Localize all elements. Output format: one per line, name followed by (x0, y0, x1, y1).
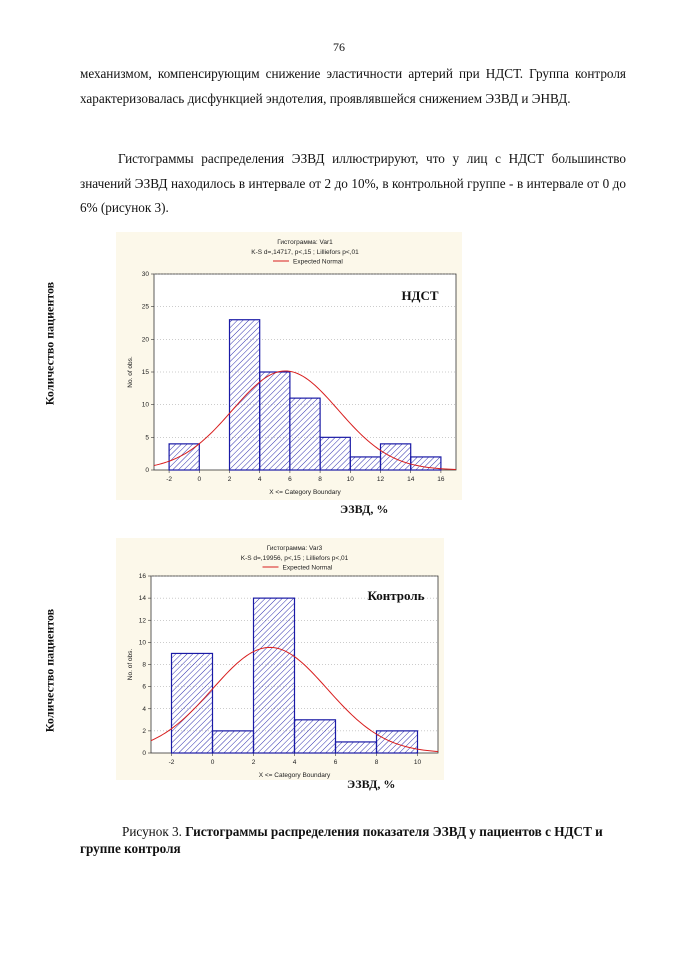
y-tick-label: 15 (142, 369, 150, 376)
x-tick-label: -2 (166, 476, 172, 483)
y-tick-label: 6 (142, 684, 146, 691)
histogram-bar (170, 652, 214, 754)
x-tick-label: 4 (258, 476, 262, 483)
histogram-bar (228, 319, 261, 471)
y-tick-label: 8 (142, 662, 146, 669)
figure-2-x-axis-label: ЭЗВД, % (347, 777, 396, 791)
y-tick-label: 16 (139, 573, 147, 580)
figure-2-y-axis-label: Количество пациентов (42, 608, 57, 733)
caption-prefix: Рисунок 3. (122, 824, 182, 839)
y-tick-label: 30 (142, 271, 150, 278)
histogram-bar (289, 397, 321, 471)
y-tick-label: 25 (142, 304, 150, 311)
group-label: Контроль (367, 588, 424, 603)
x-tick-label: 0 (211, 759, 215, 766)
histogram-bar (168, 443, 200, 471)
group-label: НДСТ (401, 288, 438, 303)
page-number: 76 (333, 40, 345, 54)
paragraph-2: Гистограммы распределения ЭЗВД иллюстрир… (80, 151, 626, 215)
figure-1-x-axis-label: ЭЗВД, % (340, 502, 389, 516)
x-tick-label: 8 (375, 759, 379, 766)
x-tick-label: 2 (252, 759, 256, 766)
chart-subtitle: K-S d=,19956, p<,15 ; Lilliefors p<,01 (241, 555, 349, 562)
y-axis-label: No. of obs. (127, 649, 134, 681)
legend-label: Expected Normal (293, 259, 343, 266)
legend-label: Expected Normal (283, 565, 333, 572)
histogram-bar (259, 371, 291, 471)
histogram-bar (319, 436, 351, 471)
histogram-2-panel: Гистограмма: Var3 K-S d=,19956, p<,15 ; L… (116, 538, 444, 780)
y-tick-label: 5 (145, 434, 149, 441)
expected-normal-curve (153, 370, 457, 470)
x-tick-label: 10 (347, 476, 355, 483)
y-tick-label: 20 (142, 336, 150, 343)
x-tick-label: 8 (318, 476, 322, 483)
histogram-bar (375, 730, 419, 754)
y-tick-label: 0 (142, 750, 146, 757)
x-tick-label: 12 (377, 476, 385, 483)
x-tick-label: 0 (197, 476, 201, 483)
chart-title: Гистограмма: Var3 (267, 545, 323, 552)
figure-1-y-axis-label: Количество пациентов (42, 281, 57, 406)
caption-title: Гистограммы распределения показателя ЭЗВ… (80, 824, 603, 856)
y-tick-label: 4 (142, 706, 146, 713)
x-axis-label: X <= Category Boundary (259, 772, 331, 779)
y-tick-label: 0 (145, 467, 149, 474)
histogram-bar (349, 456, 382, 471)
expected-normal-curve (150, 646, 439, 753)
histogram-1-panel: Гистограмма: Var1 K-S d=,14717, p<,15 ; L… (116, 232, 462, 500)
x-tick-label: -2 (169, 759, 175, 766)
x-axis-label: X <= Category Boundary (269, 489, 341, 496)
y-tick-label: 14 (139, 595, 147, 602)
figure-caption: Рисунок 3. Гистограммы распределения пок… (80, 823, 640, 857)
histogram-bar (334, 741, 378, 754)
x-tick-label: 16 (437, 476, 445, 483)
x-tick-label: 6 (334, 759, 338, 766)
histogram-bar (252, 597, 296, 754)
y-axis-label: No. of obs. (127, 356, 134, 388)
histogram-bar (293, 719, 337, 754)
paragraph-1: механизмом, компенсирующим снижение элас… (80, 66, 626, 106)
x-tick-label: 2 (228, 476, 232, 483)
y-tick-label: 2 (142, 728, 146, 735)
histogram-bar (211, 730, 255, 754)
y-tick-label: 10 (139, 639, 147, 646)
x-tick-label: 14 (407, 476, 415, 483)
x-tick-label: 10 (414, 759, 422, 766)
x-tick-label: 6 (288, 476, 292, 483)
histogram-bar (410, 456, 442, 471)
y-tick-label: 12 (139, 617, 147, 624)
x-tick-label: 4 (293, 759, 297, 766)
histogram-bar (379, 443, 412, 471)
y-tick-label: 10 (142, 402, 150, 409)
histogram-1-svg: Гистограмма: Var1 K-S d=,14717, p<,15 ; L… (127, 239, 457, 496)
chart-subtitle: K-S d=,14717, p<,15 ; Lilliefors p<,01 (251, 249, 359, 256)
histogram-2-svg: Гистограмма: Var3 K-S d=,19956, p<,15 ; L… (127, 545, 439, 779)
chart-title: Гистограмма: Var1 (277, 239, 333, 246)
